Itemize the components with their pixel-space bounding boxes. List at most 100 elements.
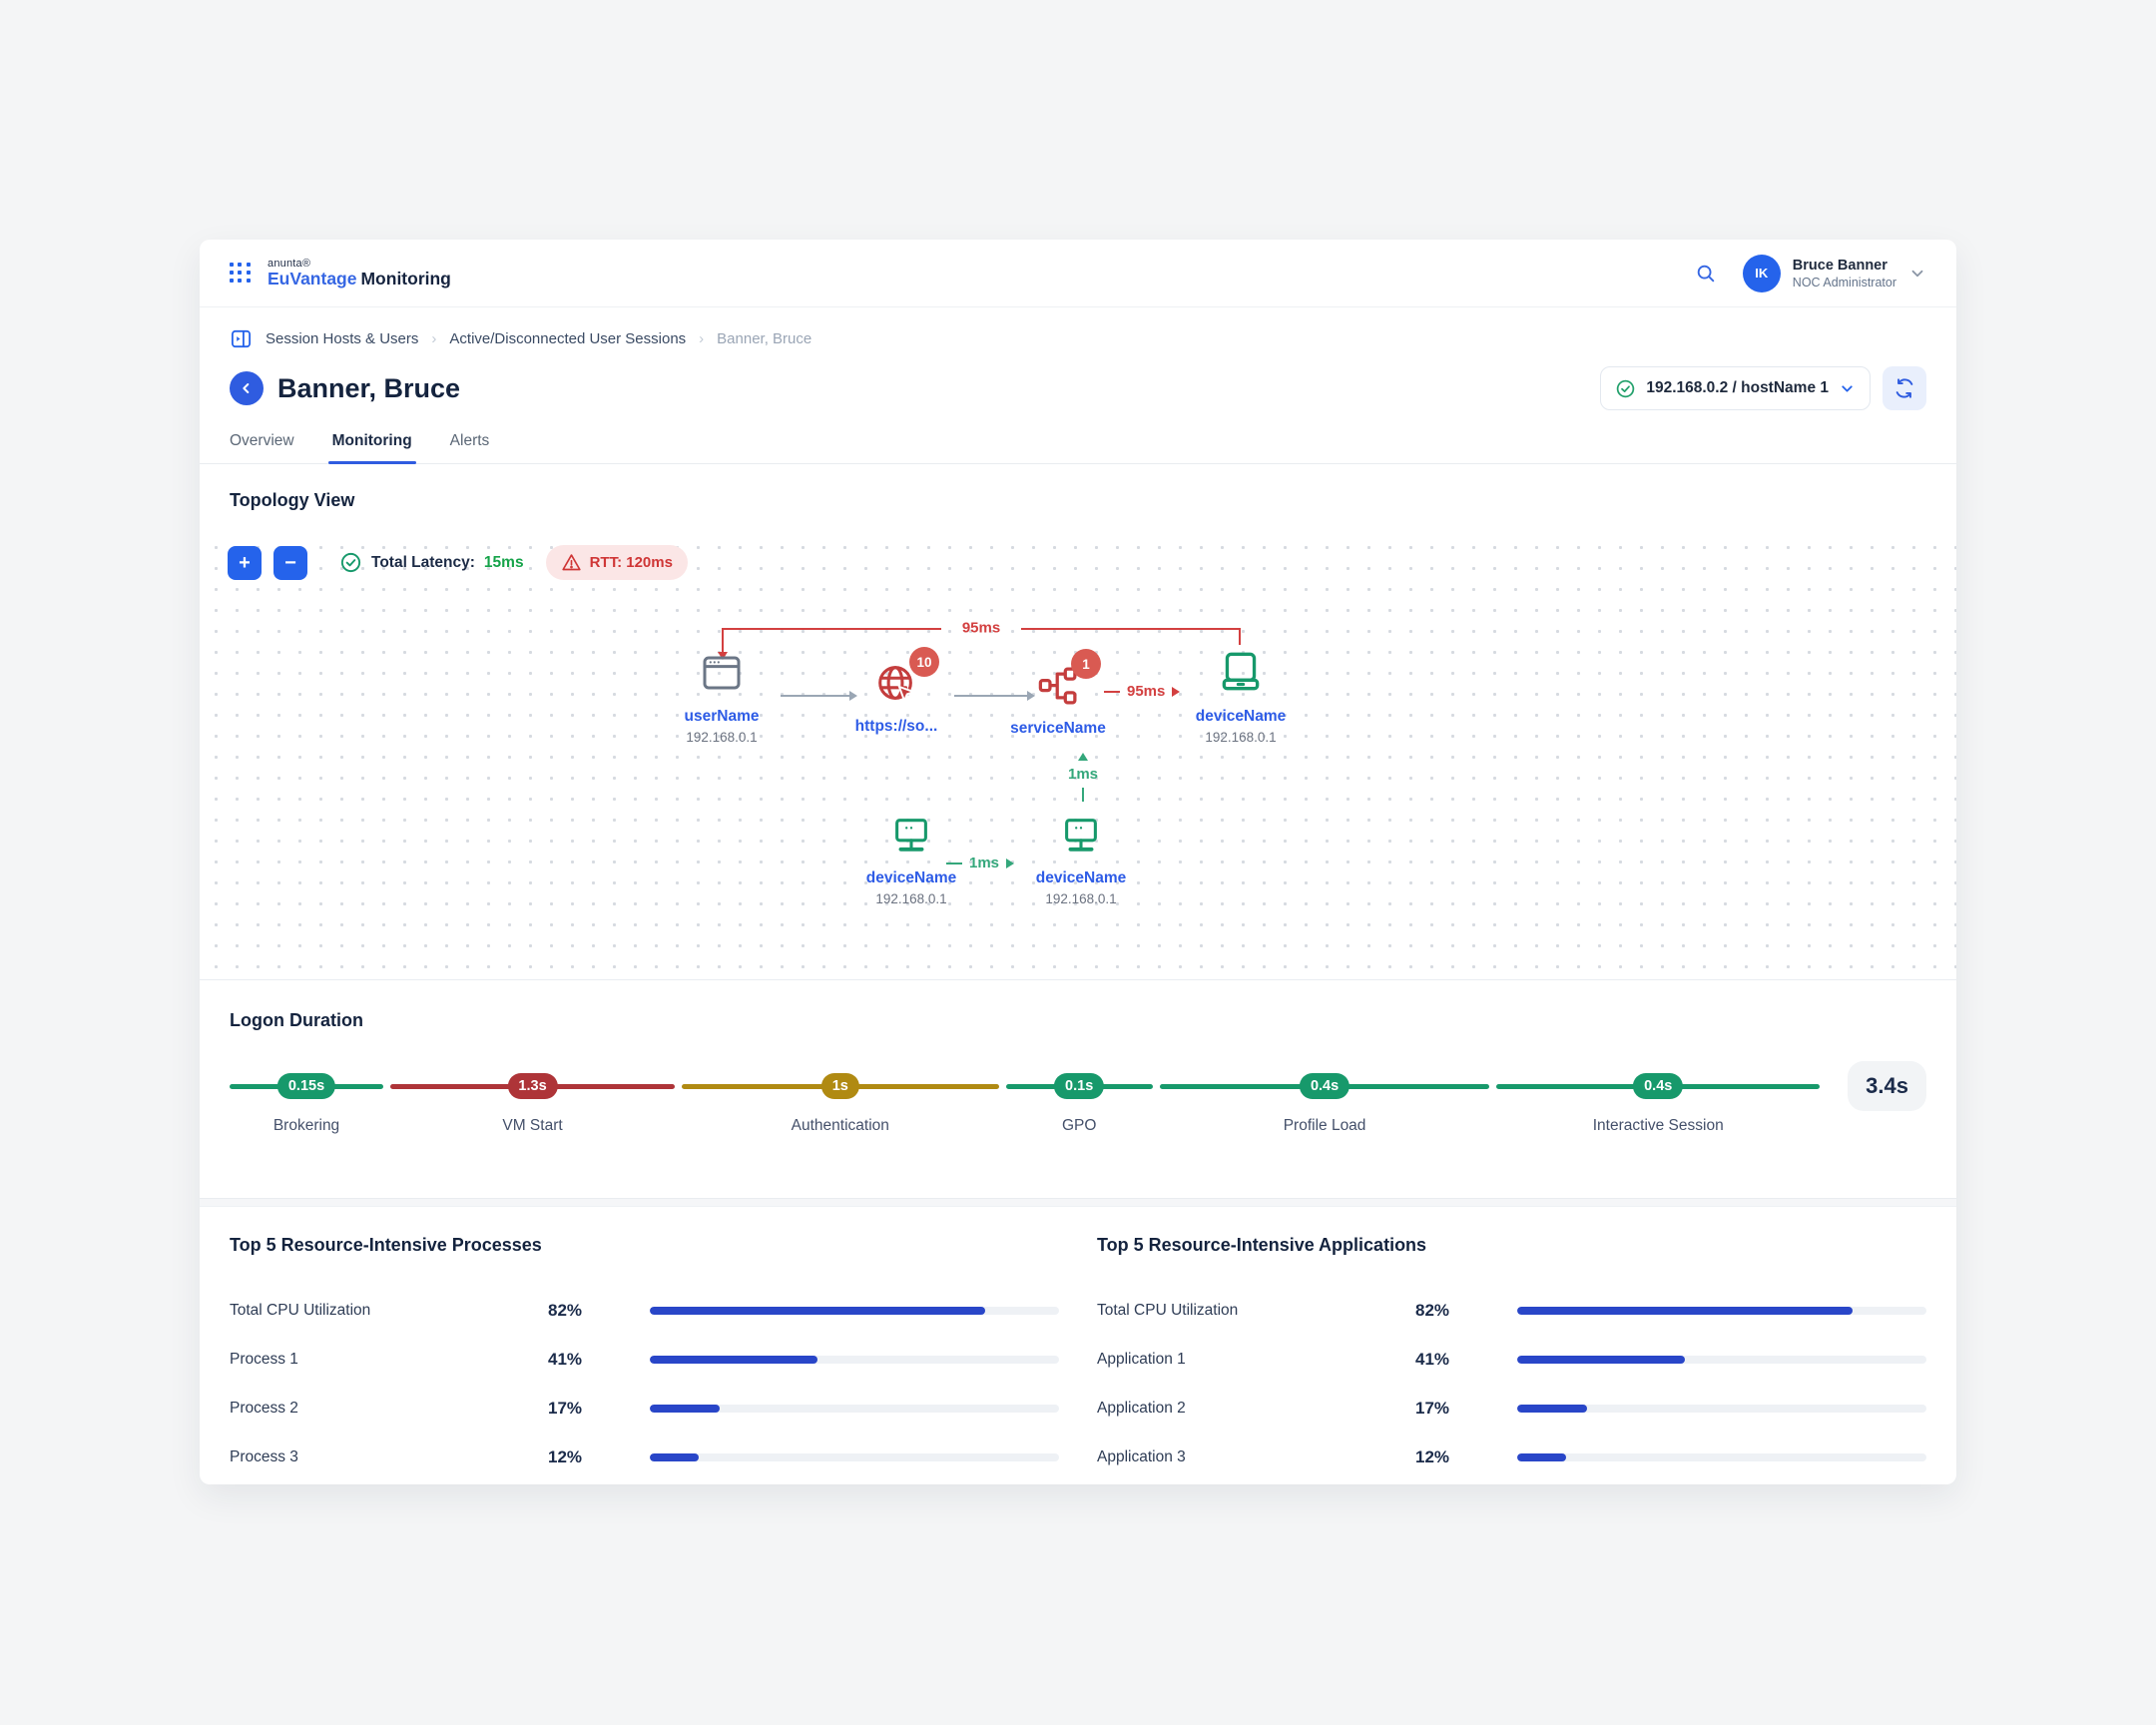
logon-duration-heading: Logon Duration bbox=[230, 1010, 363, 1030]
check-circle-icon bbox=[339, 551, 362, 574]
progress-bar bbox=[1517, 1452, 1926, 1461]
phase-gpo: 0.1s GPO bbox=[1005, 1071, 1153, 1135]
phase-brokering: 0.15s Brokering bbox=[230, 1071, 384, 1135]
user-role: NOC Administrator bbox=[1792, 275, 1896, 289]
phase-label: Profile Load bbox=[1283, 1117, 1366, 1134]
resource-row: Application 3 12% bbox=[1097, 1433, 1926, 1481]
tab-overview[interactable]: Overview bbox=[230, 432, 294, 449]
resource-row: Total CPU Utilization 82% bbox=[1097, 1286, 1926, 1335]
breadcrumb-item[interactable]: Active/Disconnected User Sessions bbox=[449, 330, 687, 347]
panel-heading: Top 5 Resource-Intensive Processes bbox=[230, 1235, 542, 1255]
latency-bracket-95ms: 95ms bbox=[718, 620, 1241, 660]
node-label[interactable]: deviceName bbox=[865, 869, 957, 886]
node-label[interactable]: deviceName bbox=[1195, 708, 1287, 725]
phase-interactive-session: 0.4s Interactive Session bbox=[1496, 1071, 1821, 1135]
resource-row: Total CPU Utilization 82% bbox=[230, 1286, 1059, 1335]
panel-processes: Top 5 Resource-Intensive Processes Total… bbox=[230, 1235, 1059, 1484]
topology-node-device[interactable]: deviceName 192.168.0.1 bbox=[986, 813, 1176, 906]
resource-row: Process 3 12% bbox=[230, 1433, 1059, 1481]
node-ip: 192.168.0.1 bbox=[686, 730, 758, 745]
topology-node-url[interactable]: 10 https://so... bbox=[802, 647, 991, 740]
laptop-icon bbox=[1216, 647, 1266, 697]
node-label[interactable]: https://so... bbox=[854, 718, 938, 735]
breadcrumb-item[interactable]: Session Hosts & Users bbox=[266, 330, 419, 347]
phase-label: GPO bbox=[1061, 1117, 1097, 1134]
link-latency-95ms: 95ms bbox=[1104, 683, 1181, 700]
link-latency-1ms: 1ms bbox=[946, 855, 1015, 871]
chevron-down-icon bbox=[1908, 265, 1926, 283]
breadcrumb-separator-icon: › bbox=[699, 330, 705, 347]
host-selector[interactable]: 192.168.0.2 / hostName 1 bbox=[1600, 366, 1871, 410]
user-name: Bruce Banner bbox=[1792, 257, 1887, 274]
phase-authentication: 1s Authentication bbox=[682, 1071, 999, 1135]
phase-value-pill: 1s bbox=[820, 1073, 859, 1099]
flow-arrow-icon bbox=[781, 691, 857, 701]
panel-applications: Top 5 Resource-Intensive Applications To… bbox=[1097, 1235, 1926, 1484]
status-check-icon bbox=[1615, 378, 1636, 399]
tab-alerts[interactable]: Alerts bbox=[449, 432, 490, 449]
brand-small: anunta® bbox=[268, 257, 311, 270]
back-button[interactable] bbox=[230, 371, 264, 405]
alert-count-badge: 10 bbox=[909, 647, 939, 677]
breadcrumb: Session Hosts & Users › Active/Disconnec… bbox=[200, 307, 1956, 350]
refresh-icon bbox=[1893, 377, 1915, 399]
resource-panels: Top 5 Resource-Intensive Processes Total… bbox=[200, 1207, 1956, 1484]
arrow-up-icon bbox=[1078, 753, 1088, 761]
logon-timeline: 0.15s Brokering 1.3s VM Start 1s Authent… bbox=[230, 1071, 1821, 1135]
brand-logo: anunta® EuVantage Monitoring bbox=[268, 258, 451, 288]
breadcrumb-separator-icon: › bbox=[431, 330, 437, 347]
page-title: Banner, Bruce bbox=[277, 372, 461, 403]
app-launcher-icon[interactable] bbox=[230, 262, 252, 285]
breadcrumb-item-current: Banner, Bruce bbox=[717, 330, 812, 347]
search-button[interactable] bbox=[1695, 263, 1717, 285]
total-latency-value: 15ms bbox=[483, 553, 524, 571]
phase-profile-load: 0.4s Profile Load bbox=[1159, 1071, 1490, 1135]
topology-node-user[interactable]: userName 192.168.0.1 bbox=[627, 649, 816, 745]
node-label[interactable]: deviceName bbox=[1035, 869, 1127, 886]
progress-bar bbox=[650, 1355, 1059, 1364]
phase-vm-start: 1.3s VM Start bbox=[390, 1071, 676, 1135]
link-latency-1ms-vertical: 1ms bbox=[1068, 753, 1098, 802]
phase-label: VM Start bbox=[502, 1117, 563, 1134]
tab-monitoring[interactable]: Monitoring bbox=[327, 432, 416, 464]
panel-heading: Top 5 Resource-Intensive Applications bbox=[1097, 1235, 1427, 1255]
total-latency-label: Total Latency: bbox=[371, 553, 475, 571]
zoom-in-button[interactable]: + bbox=[228, 545, 262, 580]
service-map-icon: 1 bbox=[1035, 649, 1101, 709]
topology-node-device[interactable]: deviceName 192.168.0.1 bbox=[1146, 647, 1336, 745]
node-ip: 192.168.0.1 bbox=[1045, 891, 1117, 906]
sidebar-toggle-icon[interactable] bbox=[230, 327, 253, 350]
node-label[interactable]: userName bbox=[684, 708, 760, 725]
phase-value-pill: 0.4s bbox=[1299, 1073, 1350, 1099]
app-window: anunta® EuVantage Monitoring IK Bruce Ban… bbox=[200, 240, 1956, 1484]
search-icon bbox=[1695, 263, 1717, 285]
topology-node-service[interactable]: 1 serviceName bbox=[963, 649, 1153, 742]
brand-euvantage: EuVantage bbox=[268, 268, 357, 288]
topology-node-device[interactable]: deviceName 192.168.0.1 bbox=[816, 813, 1006, 906]
arrow-right-icon bbox=[1172, 686, 1181, 697]
title-bar: Banner, Bruce 192.168.0.2 / hostName 1 bbox=[200, 350, 1956, 410]
user-menu[interactable]: IK Bruce Banner NOC Administrator bbox=[1742, 254, 1926, 292]
logon-total-duration: 3.4s bbox=[1848, 1061, 1926, 1111]
refresh-button[interactable] bbox=[1883, 366, 1926, 410]
alert-count-badge: 1 bbox=[1071, 649, 1101, 679]
browser-window-icon bbox=[698, 649, 746, 697]
node-ip: 192.168.0.1 bbox=[1205, 730, 1277, 745]
phase-label: Brokering bbox=[272, 1117, 340, 1134]
resource-row: Process 1 41% bbox=[230, 1335, 1059, 1384]
progress-bar bbox=[1517, 1404, 1926, 1413]
globe-icon: 10 bbox=[873, 647, 939, 707]
phase-label: Interactive Session bbox=[1592, 1117, 1724, 1134]
progress-bar bbox=[650, 1452, 1059, 1461]
rtt-chip: RTT: 120ms bbox=[545, 545, 688, 580]
tab-bar: Overview Monitoring Alerts bbox=[200, 410, 1956, 464]
node-label[interactable]: serviceName bbox=[1010, 720, 1106, 737]
total-latency-chip: Total Latency: 15ms bbox=[339, 551, 524, 574]
warning-triangle-icon bbox=[561, 552, 582, 573]
logon-duration-section: Logon Duration 0.15s Brokering 1.3s VM S… bbox=[200, 980, 1956, 1198]
phase-value-pill: 0.1s bbox=[1054, 1073, 1105, 1099]
monitor-icon bbox=[888, 813, 934, 859]
zoom-out-button[interactable]: − bbox=[273, 545, 307, 580]
progress-bar bbox=[1517, 1306, 1926, 1315]
topology-canvas[interactable]: + − Total Latency: 15ms RTT: 120ms bbox=[200, 531, 1956, 980]
